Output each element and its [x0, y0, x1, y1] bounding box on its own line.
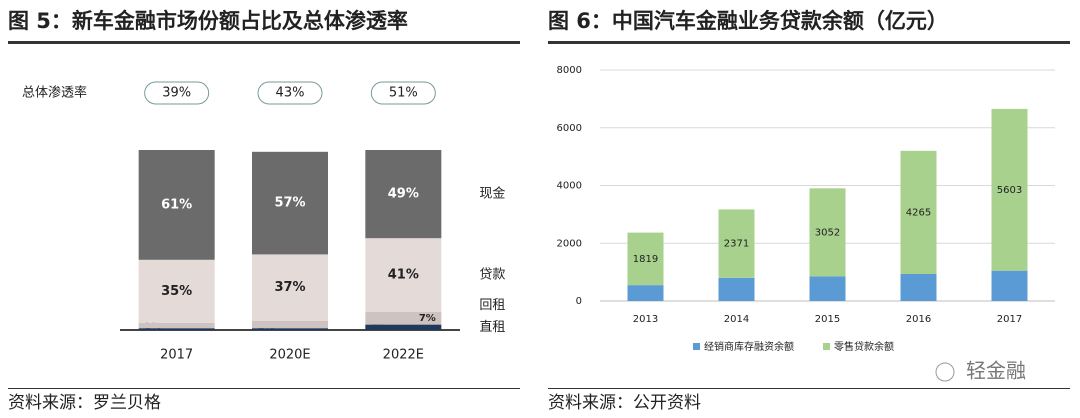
bar-segment	[365, 312, 442, 325]
bar-segment	[138, 328, 215, 330]
bar-segment	[718, 277, 755, 301]
watermark: 轻金融	[966, 359, 1026, 383]
data-label: 41%	[388, 268, 419, 283]
x-tick-label: 2014	[724, 314, 749, 325]
bar-segment	[252, 254, 328, 321]
source: 资料来源：罗兰贝格	[8, 393, 161, 413]
source-rule	[8, 388, 520, 389]
bar-segment	[138, 259, 215, 323]
x-tick-label: 2022E	[383, 348, 424, 363]
y-tick-label: 2000	[557, 238, 582, 249]
bar-segment	[718, 209, 755, 278]
bar-segment	[252, 328, 328, 330]
bar-segment	[991, 108, 1028, 271]
data-label: 57%	[274, 196, 305, 211]
data-label: 61%	[161, 197, 192, 212]
penetration-pill	[370, 81, 436, 105]
x-tick-label: 2015	[815, 314, 840, 325]
chart-title: 图 6：中国汽车金融业务贷款余额（亿元）	[548, 9, 948, 33]
bar-segment	[627, 285, 664, 301]
legend-swatch	[823, 343, 830, 350]
data-label: 1819	[633, 254, 658, 265]
penetration-pill	[257, 81, 323, 105]
data-label: 35%	[161, 284, 192, 299]
penetration-pill	[144, 81, 210, 105]
legend-swatch	[693, 343, 700, 350]
y-tick-label: 4000	[557, 181, 582, 192]
penetration-value: 39%	[162, 86, 191, 101]
x-tick-label: 2016	[906, 314, 931, 325]
x-tick-label: 2017	[160, 348, 193, 363]
legend-label: 经销商库存融资余额	[704, 340, 794, 353]
legend-label: 回租	[479, 298, 505, 313]
penetration-label: 总体渗透率	[22, 85, 87, 101]
x-tick-label: 2020E	[269, 348, 310, 363]
bar-segment	[365, 238, 442, 312]
x-tick-label: 2013	[633, 314, 658, 325]
data-label: 37%	[274, 280, 305, 295]
x-tick-label: 2017	[997, 314, 1022, 325]
watermark-icon	[935, 362, 955, 382]
bar-segment	[138, 322, 215, 329]
data-label: 4265	[906, 207, 931, 218]
bar-segment	[900, 274, 937, 301]
data-label: 3%	[371, 321, 388, 332]
legend-label: 现金	[479, 186, 505, 202]
data-label: 5603	[997, 185, 1022, 196]
data-label: 3052	[815, 227, 840, 238]
legend-label: 直租	[479, 320, 505, 335]
bar-segment	[365, 150, 442, 239]
penetration-value: 51%	[389, 86, 418, 101]
title-rule	[8, 41, 520, 44]
bar-segment	[991, 270, 1028, 301]
penetration-value: 43%	[276, 86, 305, 101]
bar-segment	[365, 324, 442, 330]
data-label: 2371	[724, 239, 749, 250]
data-label: 7%	[419, 313, 436, 324]
y-tick-label: 8000	[557, 65, 582, 76]
bar-segment	[900, 150, 937, 275]
title-rule	[548, 41, 1070, 44]
source-rule	[548, 388, 1070, 389]
legend-label: 零售贷款余额	[834, 340, 894, 353]
bar-segment	[252, 321, 328, 329]
bar-segment	[809, 276, 846, 301]
bar-segment	[138, 150, 215, 260]
bar-segment	[809, 188, 846, 277]
bar-segment	[252, 151, 328, 255]
bar-segment	[627, 232, 664, 286]
data-label: 49%	[388, 187, 419, 202]
source: 资料来源：公开资料	[548, 393, 701, 413]
y-tick-label: 0	[576, 296, 582, 307]
chart-title: 图 5：新车金融市场份额占比及总体渗透率	[8, 9, 408, 33]
legend-label: 贷款	[479, 268, 505, 283]
y-tick-label: 6000	[557, 123, 582, 134]
